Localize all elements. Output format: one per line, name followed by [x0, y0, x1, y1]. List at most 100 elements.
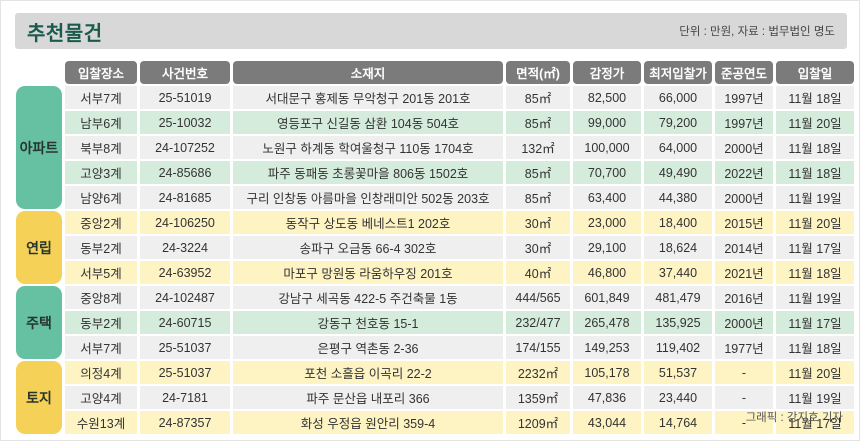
- cell-appraisal-price: 23,000: [573, 211, 641, 234]
- cell-appraisal-price: 47,836: [573, 386, 641, 409]
- cell-bid-date: 11월 20일: [776, 361, 854, 384]
- cell-area: 2232㎡: [506, 361, 570, 384]
- cell-bid-date: 11월 20일: [776, 111, 854, 134]
- cell-bid-date: 11월 17일: [776, 311, 854, 334]
- cell-completion-year: 2022년: [715, 161, 773, 184]
- cell-area: 30㎡: [506, 211, 570, 234]
- page-title: 추천물건: [27, 22, 103, 45]
- column-header-row: 입찰장소 사건번호 소재지 면적(㎡) 감정가 최저입찰가 준공연도 입찰일: [16, 61, 854, 84]
- cell-bid-place: 동부2계: [65, 311, 137, 334]
- cell-bid-date: 11월 20일: [776, 211, 854, 234]
- cell-min-bid-price: 14,764: [644, 411, 712, 434]
- cell-appraisal-price: 265,478: [573, 311, 641, 334]
- table-row: 동부2계 24-3224 송파구 오금동 66-4 302호 30㎡ 29,100 18,…: [16, 236, 854, 259]
- cell-address: 마포구 망원동 라움하우징 201호: [233, 261, 503, 284]
- cell-bid-place: 의정4계: [65, 361, 137, 384]
- table-row: 고양3계 24-85686 파주 동패동 초롱꽃마을 806동 1502호 85㎡ 70…: [16, 161, 854, 184]
- cell-bid-place: 수원13계: [65, 411, 137, 434]
- cell-min-bid-price: 44,380: [644, 186, 712, 209]
- cell-bid-place: 남양6계: [65, 186, 137, 209]
- title-bar: 추천물건 단위 : 만원, 자료 : 법무법인 명도: [15, 13, 847, 49]
- column-header-min-bid-price: 최저입찰가: [644, 61, 712, 84]
- cell-appraisal-price: 105,178: [573, 361, 641, 384]
- column-header-case-number: 사건번호: [140, 61, 230, 84]
- cell-bid-place: 남부6계: [65, 111, 137, 134]
- cell-address: 파주 동패동 초롱꽃마을 806동 1502호: [233, 161, 503, 184]
- cell-case-number: 24-3224: [140, 236, 230, 259]
- table-row: 토지 의정4계 25-51037 포천 소흘읍 이곡리 22-2 2232㎡ 105,17…: [16, 361, 854, 434]
- cell-completion-year: 1997년: [715, 86, 773, 109]
- cell-bid-place: 서부7계: [65, 86, 137, 109]
- cell-completion-year: 2000년: [715, 311, 773, 334]
- cell-address: 서대문구 홍제동 무악청구 201동 201호: [233, 86, 503, 109]
- cell-area: 85㎡: [506, 161, 570, 184]
- cell-min-bid-price: 23,440: [644, 386, 712, 409]
- cell-case-number: 24-87357: [140, 411, 230, 434]
- cell-case-number: 25-51019: [140, 86, 230, 109]
- cell-bid-date: 11월 18일: [776, 86, 854, 109]
- cell-appraisal-price: 63,400: [573, 186, 641, 209]
- cell-completion-year: 2016년: [715, 286, 773, 309]
- cell-address: 구리 인창동 아름마을 인창래미안 502동 203호: [233, 186, 503, 209]
- cell-appraisal-price: 43,044: [573, 411, 641, 434]
- cell-case-number: 25-51037: [140, 336, 230, 359]
- column-header-appraisal-price: 감정가: [573, 61, 641, 84]
- cell-bid-date: 11월 18일: [776, 136, 854, 159]
- cell-bid-place: 중앙8계: [65, 286, 137, 309]
- cell-area: 85㎡: [506, 186, 570, 209]
- cell-min-bid-price: 37,440: [644, 261, 712, 284]
- cell-min-bid-price: 49,490: [644, 161, 712, 184]
- cell-completion-year: 2000년: [715, 136, 773, 159]
- cell-bid-place: 동부2계: [65, 236, 137, 259]
- cell-case-number: 24-107252: [140, 136, 230, 159]
- column-header-completion-year: 준공연도: [715, 61, 773, 84]
- cell-bid-place: 고양4계: [65, 386, 137, 409]
- cell-completion-year: -: [715, 386, 773, 409]
- cell-completion-year: -: [715, 411, 773, 434]
- cell-bid-date: 11월 19일: [776, 286, 854, 309]
- cell-min-bid-price: 119,402: [644, 336, 712, 359]
- cell-bid-date: 11월 18일: [776, 261, 854, 284]
- cell-bid-date: 11월 17일: [776, 411, 854, 434]
- cell-area: 174/155: [506, 336, 570, 359]
- cell-bid-place: 북부8계: [65, 136, 137, 159]
- cell-case-number: 24-60715: [140, 311, 230, 334]
- cell-case-number: 24-7181: [140, 386, 230, 409]
- cell-bid-place: 중앙2계: [65, 211, 137, 234]
- cell-area: 1359㎡: [506, 386, 570, 409]
- cell-appraisal-price: 149,253: [573, 336, 641, 359]
- category-label: 아파트: [16, 86, 62, 209]
- column-header-bid-date: 입찰일: [776, 61, 854, 84]
- cell-address: 은평구 역촌동 2-36: [233, 336, 503, 359]
- cell-min-bid-price: 79,200: [644, 111, 712, 134]
- table-row: 주택 중앙8계 24-102487 강남구 세곡동 422-5 주건축물 1동 444/…: [16, 286, 854, 359]
- cell-area: 444/565: [506, 286, 570, 309]
- cell-min-bid-price: 135,925: [644, 311, 712, 334]
- column-header-area: 면적(㎡): [506, 61, 570, 84]
- cell-area: 30㎡: [506, 236, 570, 259]
- cell-address: 강동구 천호동 15-1: [233, 311, 503, 334]
- cell-min-bid-price: 18,624: [644, 236, 712, 259]
- cell-address: 화성 우정읍 원안리 359-4: [233, 411, 503, 434]
- cell-completion-year: 1997년: [715, 111, 773, 134]
- cell-case-number: 24-106250: [140, 211, 230, 234]
- cell-address: 영등포구 신길동 삼환 104동 504호: [233, 111, 503, 134]
- cell-case-number: 25-51037: [140, 361, 230, 384]
- cell-area: 232/477: [506, 311, 570, 334]
- table-row: 동부2계 24-60715 강동구 천호동 15-1 232/477 265,478 13…: [16, 311, 854, 334]
- cell-bid-date: 11월 19일: [776, 186, 854, 209]
- cell-bid-place: 서부7계: [65, 336, 137, 359]
- table-row: 아파트 서부7계 25-51019 서대문구 홍제동 무악청구 201동 201호 85…: [16, 86, 854, 209]
- graphic-credit: 그래픽 : 강지호 기자: [745, 412, 843, 424]
- cell-min-bid-price: 64,000: [644, 136, 712, 159]
- table-row: 남부6계 25-10032 영등포구 신길동 삼환 104동 504호 85㎡ 99,0…: [16, 111, 854, 134]
- table-row: 서부7계 25-51037 은평구 역촌동 2-36 174/155 149,253 11…: [16, 336, 854, 359]
- cell-address: 강남구 세곡동 422-5 주건축물 1동: [233, 286, 503, 309]
- cell-case-number: 24-102487: [140, 286, 230, 309]
- cell-appraisal-price: 99,000: [573, 111, 641, 134]
- table-row: 연립 중앙2계 24-106250 동작구 상도동 베네스트1 202호 30㎡ 23,0…: [16, 211, 854, 284]
- cell-bid-place: 고양3계: [65, 161, 137, 184]
- cell-area: 1209㎡: [506, 411, 570, 434]
- cell-min-bid-price: 481,479: [644, 286, 712, 309]
